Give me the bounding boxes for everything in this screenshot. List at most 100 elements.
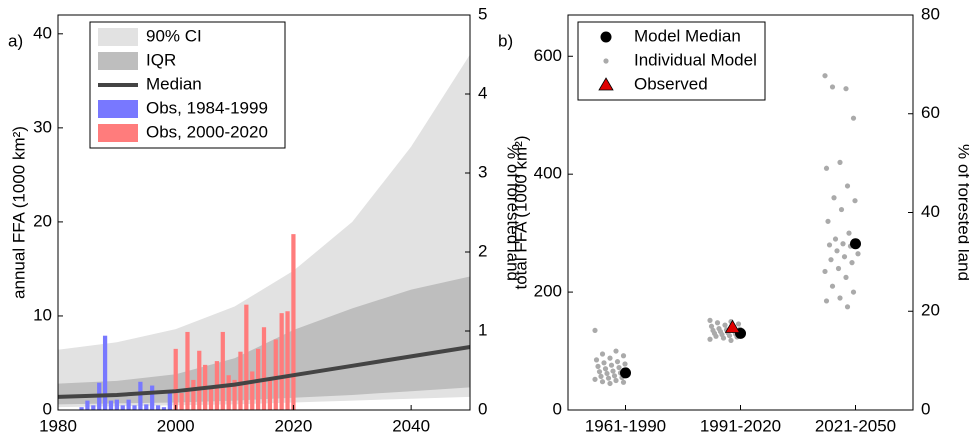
band (58, 276, 470, 405)
y2-tick-label: 5 (478, 4, 487, 23)
legend-swatch (603, 58, 609, 64)
y-tick-label: 200 (534, 282, 562, 301)
bar (85, 400, 90, 410)
bar (132, 405, 137, 410)
model-point (605, 375, 612, 381)
y2-tick-label: 4 (478, 83, 487, 102)
y2-tick-label: 20 (921, 301, 940, 320)
bar (279, 313, 284, 410)
bar (114, 399, 119, 410)
model-point (838, 206, 845, 213)
legend-label: Model Median (634, 26, 741, 45)
y-tick-label: 40 (33, 23, 52, 42)
y-tick-label: 20 (33, 211, 52, 230)
legend-swatch (98, 28, 138, 46)
bar (185, 331, 190, 410)
bar (102, 335, 108, 410)
model-point (595, 363, 601, 369)
model-point (713, 333, 719, 339)
bar (232, 379, 237, 410)
model-point (832, 236, 839, 242)
y-axis-label: annual FFA (1000 km²) (9, 126, 28, 299)
bar (267, 378, 273, 410)
axes-frame (57, 14, 471, 411)
model-point (608, 362, 615, 368)
model-point (622, 361, 628, 367)
model-point (620, 379, 627, 385)
legend-label: Obs, 2000-2020 (146, 122, 268, 141)
y2-tick-label: 40 (921, 202, 940, 221)
y2-tick-label: 0 (478, 399, 487, 418)
median-point (620, 367, 631, 379)
model-point (843, 274, 849, 280)
model-point (825, 218, 831, 224)
model-point (852, 198, 858, 204)
model-point (611, 373, 618, 379)
bar (91, 405, 96, 410)
model-point (598, 373, 604, 379)
bar (285, 311, 290, 410)
model-point (855, 251, 861, 257)
model-point (593, 357, 600, 363)
bar (238, 351, 243, 410)
model-point (720, 335, 727, 341)
y2-tick-label: 3 (478, 162, 487, 181)
bar (250, 371, 255, 410)
model-point (620, 353, 627, 359)
bar (191, 379, 196, 410)
model-point (599, 351, 606, 357)
bar (138, 381, 143, 410)
model-point (822, 268, 828, 275)
model-point (616, 364, 622, 371)
model-point (841, 254, 848, 260)
y-tick-label: 0 (43, 399, 52, 418)
legend-swatch (598, 77, 614, 91)
legend-label: IQR (146, 50, 176, 69)
model-point (728, 337, 734, 344)
model-point (722, 322, 728, 328)
bar (179, 393, 184, 410)
bar (244, 304, 249, 410)
model-point (846, 230, 852, 236)
model-point (850, 115, 857, 121)
model-point (826, 242, 833, 248)
model-point (714, 320, 721, 326)
bar (208, 388, 214, 410)
y-tick-label: 10 (33, 305, 52, 324)
model-point (607, 380, 613, 387)
bar (79, 407, 84, 410)
x-tick-label: 1980 (39, 416, 77, 435)
bar (220, 331, 225, 410)
x-tick-label: 2020 (275, 416, 313, 435)
bar (144, 404, 149, 410)
model-point (823, 298, 830, 304)
x-tick-label: 2000 (157, 416, 195, 435)
model-point (822, 73, 828, 79)
y2-axis-label: % of forested land (504, 144, 523, 281)
model-point (599, 379, 606, 385)
model-point (601, 360, 607, 366)
median-point (850, 238, 861, 250)
model-point (607, 355, 613, 361)
bar (226, 375, 231, 410)
model-point (831, 195, 837, 201)
y2-tick-label: 80 (921, 4, 940, 23)
median-line (57, 345, 471, 399)
bar (173, 348, 178, 410)
legend-label: 90% CI (146, 26, 202, 45)
model-point (828, 257, 834, 263)
bar (261, 327, 267, 410)
model-point (708, 323, 715, 329)
legend-label: Individual Model (634, 50, 757, 69)
x-tick-label: 2040 (392, 416, 430, 435)
bar (155, 405, 161, 410)
model-point (610, 368, 616, 374)
model-point (850, 289, 857, 295)
panel-label: b) (498, 31, 513, 50)
bar (161, 407, 167, 410)
bar (291, 234, 296, 410)
y2-tick-label: 60 (921, 103, 940, 122)
model-point (834, 248, 840, 254)
model-point (707, 336, 713, 342)
